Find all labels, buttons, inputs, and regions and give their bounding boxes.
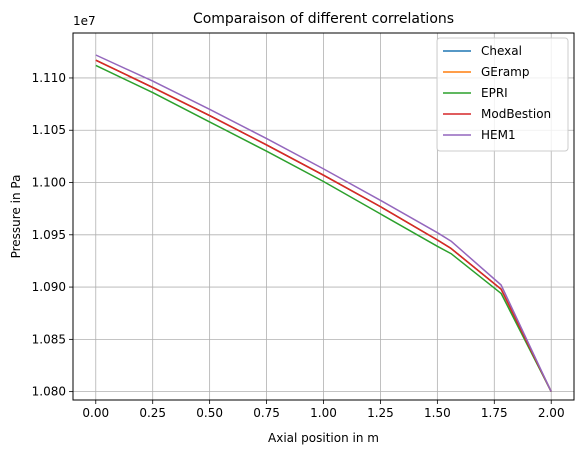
x-tick-label: 0.50 <box>196 406 223 420</box>
y-axis-offset-label: 1e7 <box>73 14 96 28</box>
series-lines <box>95 54 552 392</box>
x-axis-title: Axial position in m <box>268 431 379 445</box>
x-axis: 0.00 0.25 0.50 0.75 1.00 1.25 1.50 1.75 2.00 <box>82 400 565 420</box>
legend-label: Chexal <box>481 44 522 58</box>
y-axis-title: Pressure in Pa <box>9 175 23 259</box>
y-tick-label: 1.080 <box>32 385 66 399</box>
y-tick-label: 1.110 <box>32 71 66 85</box>
series-line-modbestion <box>95 59 552 392</box>
y-tick-label: 1.100 <box>32 176 66 190</box>
y-tick-label: 1.085 <box>32 332 66 346</box>
y-tick-label: 1.095 <box>32 228 66 242</box>
legend-label: GEramp <box>481 65 529 79</box>
legend-label: EPRI <box>481 86 508 100</box>
series-line-hem1 <box>95 54 552 392</box>
chart-title: Comparaison of different correlations <box>193 11 454 27</box>
x-tick-label: 0.00 <box>82 406 109 420</box>
series-line-epri <box>95 64 552 392</box>
x-tick-label: 1.75 <box>481 406 508 420</box>
legend-label: ModBestion <box>481 107 551 121</box>
legend-box <box>436 37 569 152</box>
y-tick-label: 1.090 <box>32 280 66 294</box>
x-tick-label: 0.25 <box>139 406 166 420</box>
y-tick-label: 1.105 <box>32 123 66 137</box>
legend: Chexal GEramp EPRI ModBestion HEM1 <box>436 37 569 152</box>
x-tick-label: 1.50 <box>424 406 451 420</box>
x-tick-label: 2.00 <box>538 406 565 420</box>
x-tick-label: 0.75 <box>253 406 280 420</box>
y-axis: 1.080 1.085 1.090 1.095 1.100 1.105 1.110 <box>32 71 73 399</box>
x-tick-label: 1.00 <box>310 406 337 420</box>
legend-label: HEM1 <box>481 128 516 142</box>
x-tick-label: 1.25 <box>367 406 394 420</box>
